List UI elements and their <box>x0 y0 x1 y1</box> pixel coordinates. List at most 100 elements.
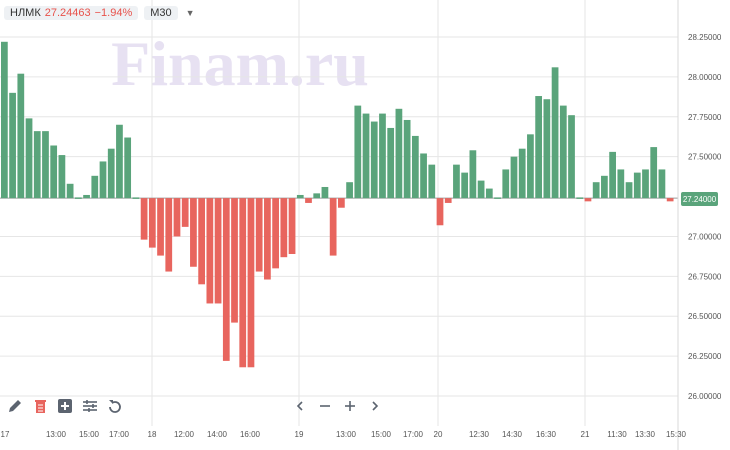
bar-up <box>559 105 567 199</box>
bar-up <box>1 41 8 199</box>
bar-up <box>370 121 378 199</box>
y-tick-label: 27.75000 <box>688 113 722 122</box>
bar-down <box>222 198 230 361</box>
x-time-label: 11:30 <box>607 430 627 439</box>
x-axis: 17 13:00 15:00 17:00 18 12:00 14:00 16:00 19 13:0… <box>1 430 687 439</box>
bar-up <box>469 150 477 199</box>
y-tick-label: 28.00000 <box>688 73 722 82</box>
scroll-left-icon[interactable] <box>292 398 308 414</box>
bar-down <box>666 198 674 202</box>
bar-down <box>305 198 312 203</box>
bar-up <box>17 73 25 199</box>
ticker-name: НЛМК <box>10 7 41 19</box>
x-time-label: 15:30 <box>666 430 687 439</box>
bar-down <box>140 198 148 240</box>
x-time-label: 17:00 <box>109 430 130 439</box>
bars-group <box>1 41 674 368</box>
bar-up <box>518 148 526 199</box>
bar-down <box>148 198 156 248</box>
bar-up <box>535 96 543 199</box>
bar-up <box>625 182 633 199</box>
y-tick-label: 26.75000 <box>688 272 722 281</box>
bar-down <box>198 198 206 285</box>
trash-icon[interactable] <box>31 397 49 415</box>
x-day-label: 19 <box>295 430 304 439</box>
bar-up <box>124 137 132 199</box>
bar-up <box>617 169 625 199</box>
bar-up <box>58 155 66 199</box>
x-day-label: 21 <box>581 430 590 439</box>
bar-up <box>107 148 115 199</box>
bar-down <box>206 198 214 304</box>
bar-up <box>461 172 469 199</box>
bar-up <box>99 161 107 199</box>
bar-up <box>91 175 99 199</box>
bar-down <box>231 198 238 323</box>
bar-up <box>609 151 616 199</box>
last-price: 27.24463 <box>44 7 91 19</box>
bar-up <box>362 113 370 199</box>
bar-up <box>403 119 411 199</box>
zoom-in-icon[interactable] <box>342 398 358 414</box>
x-time-label: 13:30 <box>635 430 656 439</box>
bar-up <box>354 105 362 199</box>
chart-header: НЛМК 27.24463 −1.94% M30 ▼ <box>0 4 195 22</box>
bar-up <box>387 127 395 199</box>
bar-up <box>321 186 329 199</box>
x-time-label: 15:00 <box>371 430 392 439</box>
bar-down <box>280 198 288 258</box>
scroll-right-icon[interactable] <box>367 398 383 414</box>
bar-down <box>165 198 173 272</box>
x-day-label: 18 <box>148 430 157 439</box>
bar-up <box>9 92 16 199</box>
drawing-toolbar <box>6 397 124 415</box>
bar-up <box>592 182 600 199</box>
bar-up <box>502 169 510 199</box>
bar-up <box>296 194 304 199</box>
bar-up <box>568 115 575 199</box>
x-time-label: 13:00 <box>336 430 357 439</box>
bar-down <box>444 198 452 203</box>
bar-up <box>633 172 641 199</box>
bar-up <box>395 108 403 199</box>
bar-down <box>436 198 444 226</box>
ticker-selector[interactable]: НЛМК 27.24463 −1.94% <box>4 6 139 20</box>
zoom-out-icon[interactable] <box>317 398 333 414</box>
timeframe-selector[interactable]: M30 <box>144 6 178 20</box>
y-tick-label: 28.25000 <box>688 33 722 42</box>
bar-up <box>313 193 321 199</box>
bar-down <box>255 198 263 272</box>
x-day-label: 17 <box>1 430 10 439</box>
y-tick-label: 27.00000 <box>688 232 722 241</box>
pencil-icon[interactable] <box>6 397 24 415</box>
undo-icon[interactable] <box>106 397 124 415</box>
bar-up <box>66 183 74 199</box>
y-axis: 28.25000 28.00000 27.75000 27.50000 27.00000… <box>677 0 722 450</box>
bar-down <box>157 198 164 256</box>
chevron-down-icon[interactable]: ▼ <box>185 8 195 18</box>
bar-up <box>485 188 493 199</box>
bar-up <box>642 169 649 199</box>
y-tick-label: 26.00000 <box>688 392 722 401</box>
bar-up <box>83 194 90 199</box>
y-tick-label: 27.50000 <box>688 153 722 162</box>
bar-up <box>543 99 551 199</box>
bar-up <box>453 164 460 199</box>
bar-up <box>510 156 518 199</box>
bar-down <box>190 198 197 267</box>
bar-up <box>132 197 140 199</box>
settings-sliders-icon[interactable] <box>81 397 99 415</box>
bar-down <box>584 198 592 202</box>
x-day-label: 20 <box>434 430 443 439</box>
y-tick-label: 26.25000 <box>688 352 722 361</box>
bar-down <box>329 198 337 256</box>
bar-down <box>173 198 181 237</box>
bar-up <box>346 182 353 199</box>
x-time-label: 17:00 <box>403 430 424 439</box>
current-price-tag: 27.24000 <box>681 192 718 206</box>
watermark-text: Finam.ru <box>111 28 369 99</box>
x-time-label: 16:30 <box>536 430 557 439</box>
add-indicator-icon[interactable] <box>56 397 74 415</box>
bar-down <box>272 198 279 269</box>
